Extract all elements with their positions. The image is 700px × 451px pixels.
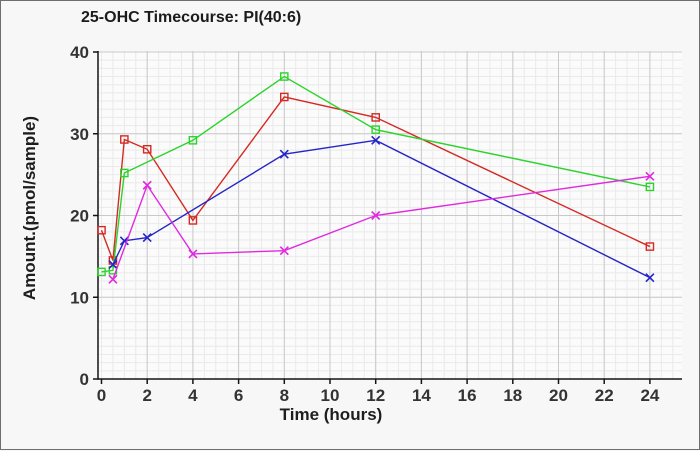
series-red-marker (188, 216, 198, 225)
series-red-line (100, 96, 651, 261)
series-green-marker (371, 125, 381, 134)
svg-text:10: 10 (70, 288, 89, 307)
series-blue-line (112, 139, 651, 279)
svg-text:40: 40 (70, 43, 89, 62)
x-axis-label: Time (hours) (279, 405, 383, 424)
series-green-marker (97, 267, 106, 277)
svg-text:30: 30 (70, 125, 89, 144)
svg-text:20: 20 (70, 207, 89, 226)
svg-text:0: 0 (80, 370, 89, 389)
svg-text:20: 20 (549, 386, 568, 405)
series-red-marker (371, 113, 381, 122)
series-green-marker (188, 135, 198, 145)
series-red-marker (97, 225, 106, 235)
series-red-marker (280, 92, 289, 102)
series-green-marker (645, 182, 655, 192)
svg-text:24: 24 (640, 386, 659, 405)
svg-text:14: 14 (412, 386, 431, 405)
chart-title: 25-OHC Timecourse: PI(40:6) (81, 9, 302, 26)
svg-text:6: 6 (234, 386, 243, 405)
svg-text:8: 8 (280, 386, 289, 405)
series-magenta-marker (645, 171, 655, 181)
series-magenta-marker (188, 249, 198, 259)
series-magenta-line (112, 175, 650, 280)
series-red-marker (645, 242, 655, 251)
series-blue-marker (279, 149, 289, 159)
series-red-marker (120, 135, 129, 144)
series-blue-marker (108, 259, 118, 270)
series-magenta (108, 171, 655, 284)
series-blue-marker (371, 135, 381, 145)
svg-text:18: 18 (503, 386, 522, 405)
svg-text:22: 22 (595, 386, 614, 405)
svg-text:4: 4 (188, 386, 198, 405)
svg-text:0: 0 (97, 386, 106, 405)
series-blue (108, 135, 655, 283)
series-green (97, 72, 655, 277)
series-red-marker (142, 144, 152, 154)
axes (93, 51, 682, 384)
series-green-marker (280, 72, 289, 81)
series-blue-marker (142, 233, 152, 243)
series-green-line (101, 75, 651, 273)
svg-text:16: 16 (458, 386, 477, 405)
svg-text:2: 2 (142, 386, 151, 405)
series-magenta-marker (108, 274, 118, 284)
series-magenta-marker (142, 180, 152, 190)
series-blue-marker (645, 273, 655, 283)
series-green-marker (120, 168, 129, 178)
x-tick-labels: 0 2 4 6 8 10 12 14 16 18 20 22 24 (97, 386, 660, 405)
series-magenta-marker (279, 246, 289, 256)
series-blue-marker (119, 236, 129, 246)
y-tick-labels: 0 10 20 30 40 (70, 43, 89, 389)
svg-text:12: 12 (366, 386, 385, 405)
svg-text:10: 10 (321, 386, 340, 405)
series-magenta-marker (371, 210, 381, 221)
